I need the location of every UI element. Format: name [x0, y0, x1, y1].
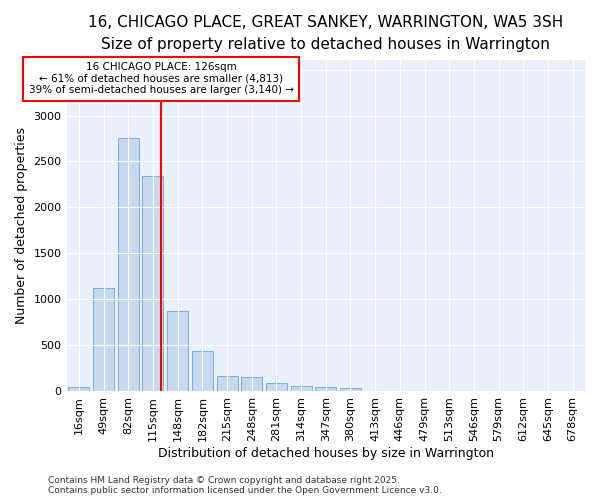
Bar	[340, 388, 361, 392]
Bar	[266, 383, 287, 392]
Bar	[217, 376, 238, 392]
Bar	[68, 387, 89, 392]
Title: 16, CHICAGO PLACE, GREAT SANKEY, WARRINGTON, WA5 3SH
Size of property relative t: 16, CHICAGO PLACE, GREAT SANKEY, WARRING…	[88, 15, 563, 52]
Text: Contains HM Land Registry data © Crown copyright and database right 2025.
Contai: Contains HM Land Registry data © Crown c…	[48, 476, 442, 495]
Bar	[142, 176, 163, 392]
Bar	[93, 288, 114, 392]
Y-axis label: Number of detached properties: Number of detached properties	[15, 128, 28, 324]
X-axis label: Distribution of detached houses by size in Warrington: Distribution of detached houses by size …	[158, 447, 494, 460]
Bar	[241, 376, 262, 392]
Bar	[290, 386, 311, 392]
Bar	[118, 138, 139, 392]
Bar	[315, 387, 336, 392]
Bar	[167, 310, 188, 392]
Bar	[192, 351, 213, 392]
Text: 16 CHICAGO PLACE: 126sqm
← 61% of detached houses are smaller (4,813)
39% of sem: 16 CHICAGO PLACE: 126sqm ← 61% of detach…	[29, 62, 293, 96]
